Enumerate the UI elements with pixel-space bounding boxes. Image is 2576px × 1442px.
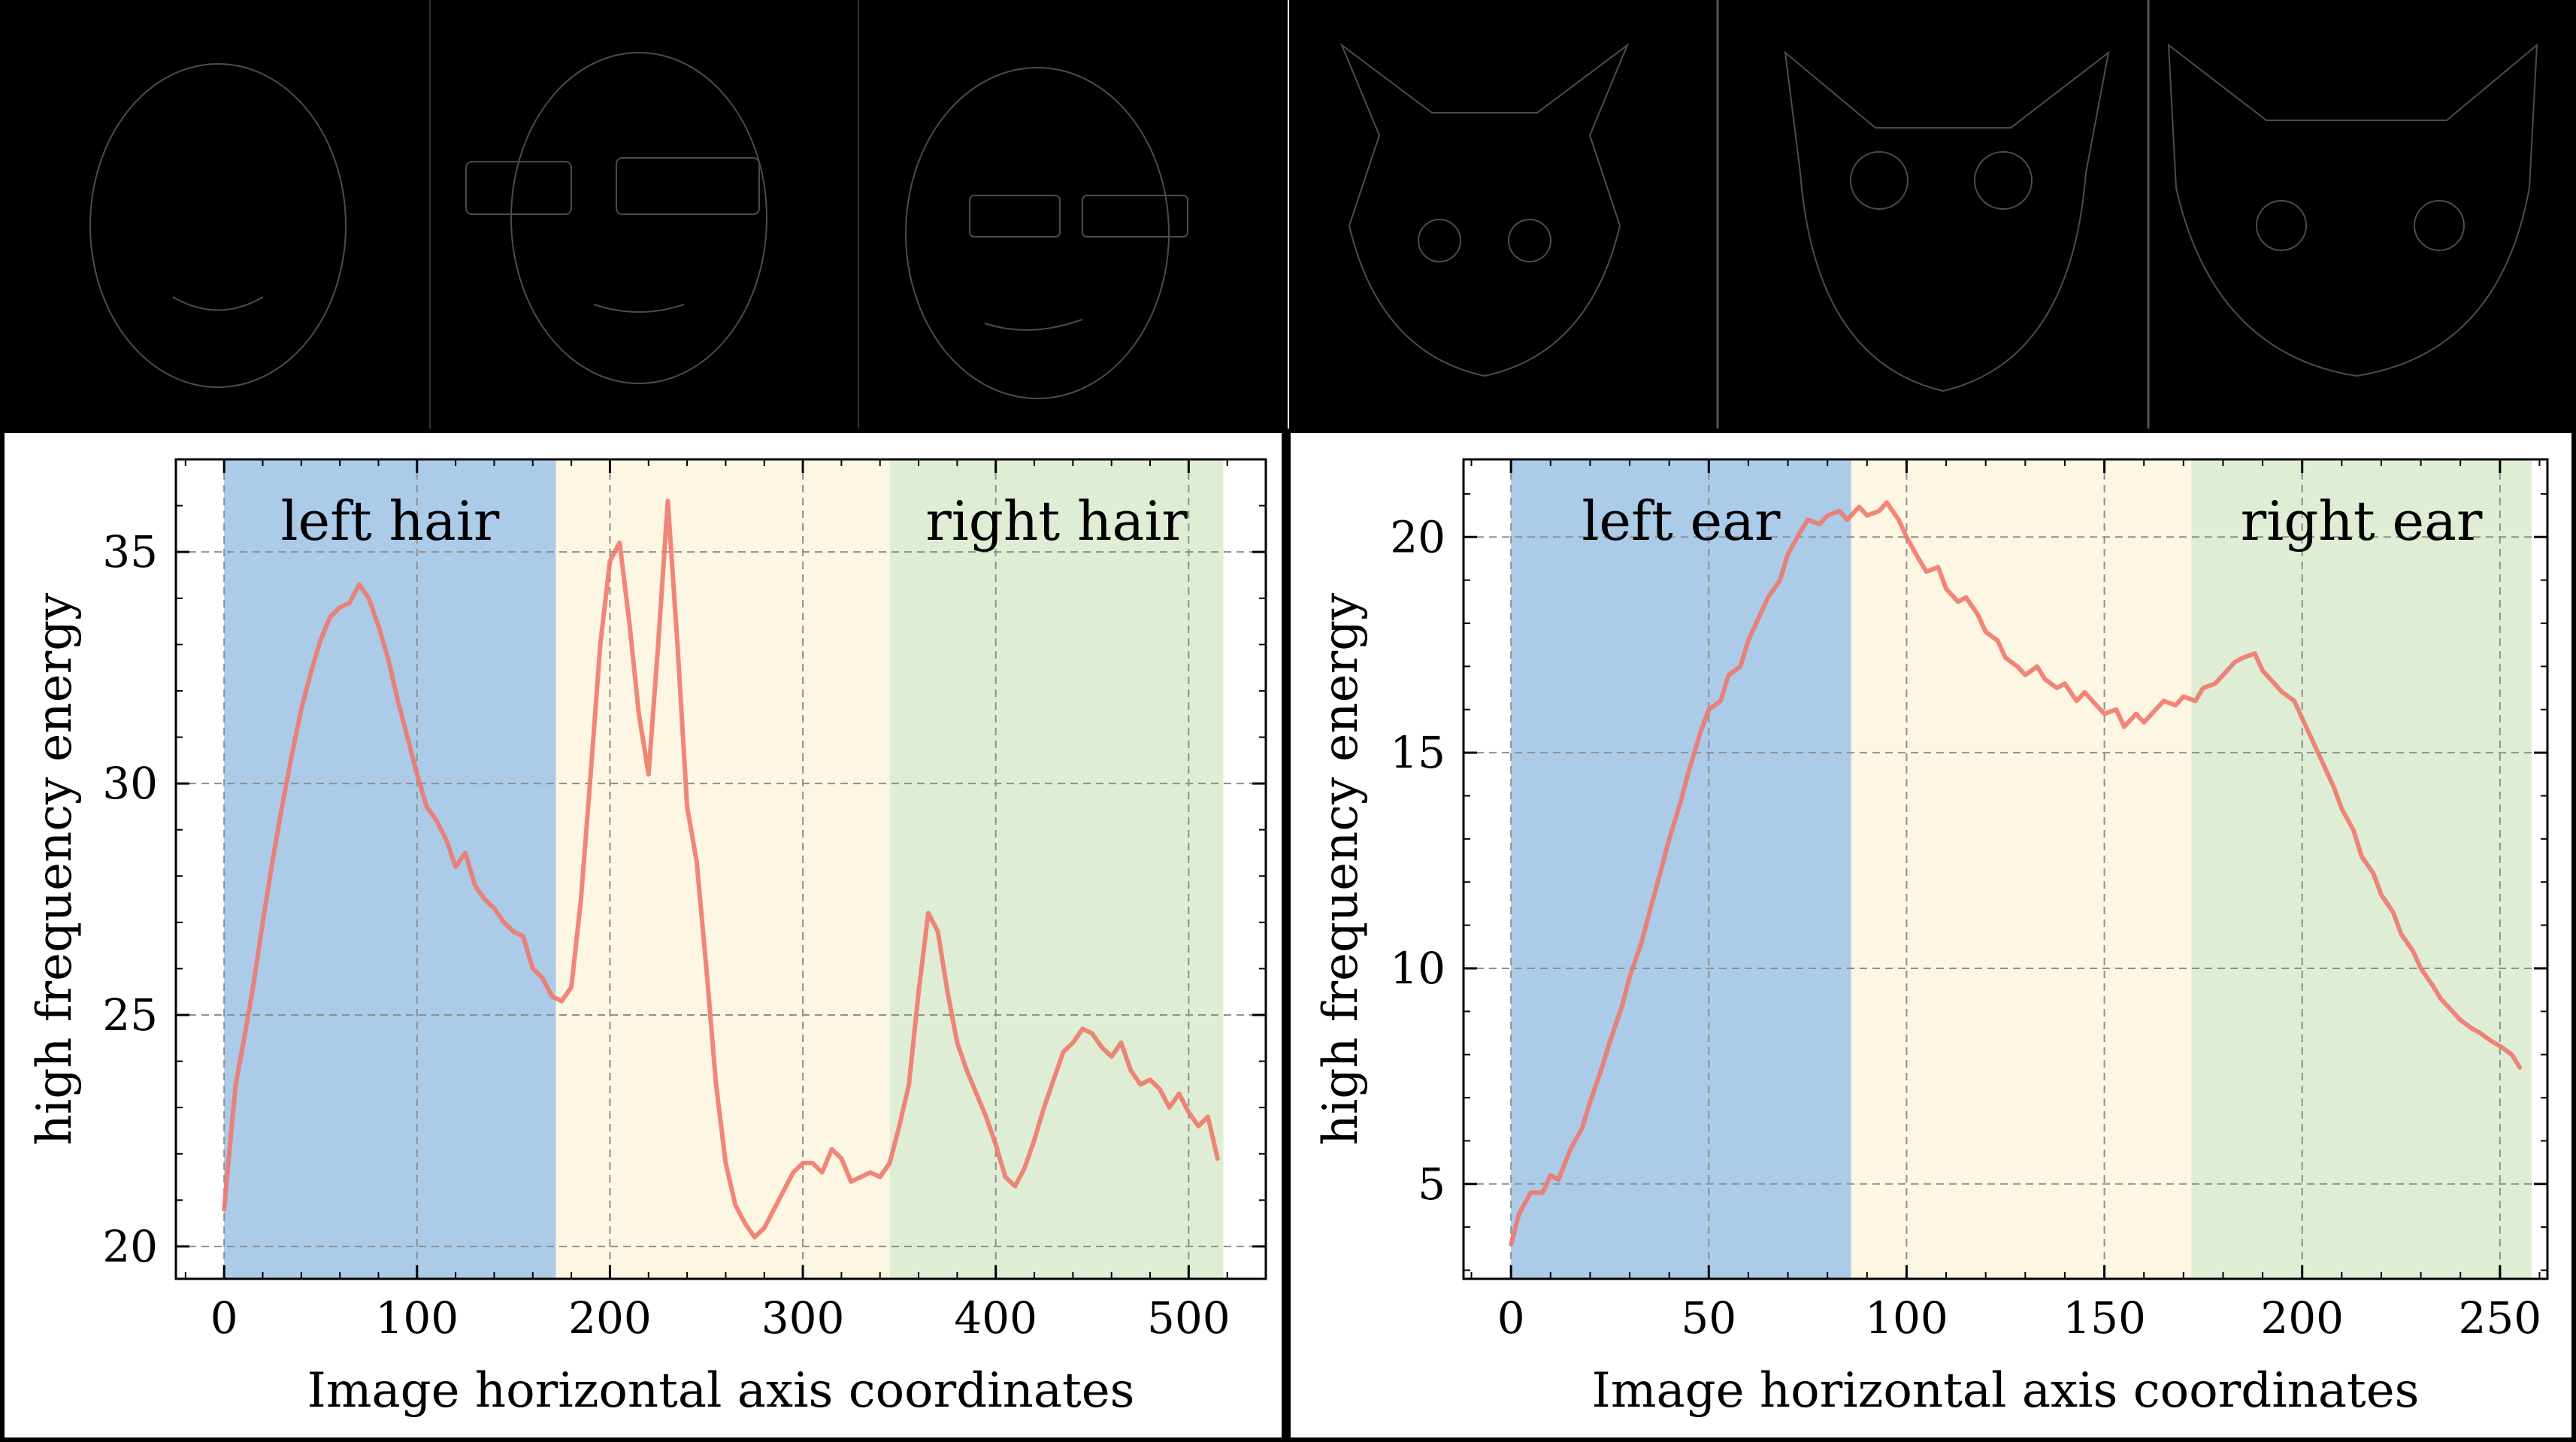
x-tick-label: 50 [1681,1292,1736,1344]
y-tick-label: 35 [102,526,158,577]
cats-edge-map-strip [1289,0,2576,429]
plot-frame [1462,458,2549,1280]
x-tick-label: 150 [2063,1292,2146,1344]
x-tick-label: 400 [954,1292,1037,1344]
right-chart: 0 50 100 150 200 250 5 10 15 20 left ear right ear I… [1313,458,2549,1419]
x-tick-label: 0 [1497,1292,1525,1344]
y-axis-label: high frequency energy [1313,593,1369,1146]
x-axis-label: Image horizontal axis coordinates [307,1363,1135,1419]
x-axis-label: Image horizontal axis coordinates [1592,1363,2420,1419]
energy-series-line [1509,500,2523,1247]
x-tick-label: 0 [210,1292,238,1344]
y-tick-label: 20 [1390,511,1445,562]
energy-series-line [222,498,1220,1240]
x-tick-label: 200 [2260,1292,2344,1344]
region-band [2191,459,2532,1279]
region-band [1511,459,1851,1279]
region-label: right ear [2241,489,2483,553]
x-tick-label: 300 [761,1292,845,1344]
x-tick-label: 100 [375,1292,459,1344]
region-label: right hair [925,489,1188,553]
region-label: left hair [280,489,499,553]
region-band [224,459,556,1279]
y-axis-label: high frequency energy [27,593,83,1146]
right-chart-panel: 0 50 100 150 200 250 5 10 15 20 left ear right ear I… [1286,429,2576,1442]
y-tick-label: 15 [1390,727,1445,778]
left-chart-panel: 0 100 200 300 400 500 20 25 30 35 left hair right h… [0,429,1286,1442]
y-tick-label: 5 [1418,1159,1445,1210]
region-band [1851,459,2192,1279]
y-tick-label: 20 [102,1221,158,1272]
region-label: left ear [1582,489,1781,553]
left-chart: 0 100 200 300 400 500 20 25 30 35 left hair right h… [27,458,1267,1419]
y-tick-label: 25 [102,989,158,1041]
faces-edge-map-strip [0,0,1288,429]
x-tick-label: 100 [1865,1292,1948,1344]
x-tick-label: 250 [2458,1292,2541,1344]
x-tick-label: 200 [568,1292,652,1344]
faces-edge-map-image [0,0,1288,429]
y-tick-label: 10 [1390,943,1445,994]
x-tick-label: 500 [1147,1292,1230,1344]
plot-frame [174,458,1267,1280]
cats-edge-map-image [1289,0,2576,429]
region-band [889,459,1224,1279]
y-tick-label: 30 [102,758,158,809]
